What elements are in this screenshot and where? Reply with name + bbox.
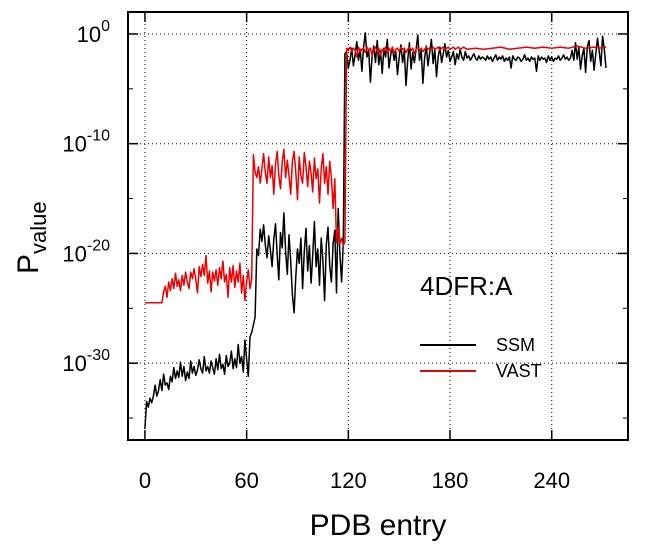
legend-label-vast: VAST bbox=[496, 361, 542, 381]
grid-lines bbox=[128, 12, 628, 440]
legend-label-ssm: SSM bbox=[496, 335, 535, 355]
x-tick-label: 240 bbox=[533, 468, 570, 493]
series-line-ssm bbox=[144, 32, 607, 430]
y-tick-label: 10-30 bbox=[62, 347, 110, 376]
y-axis-title: Pvalue bbox=[12, 201, 51, 274]
series-line-vast bbox=[144, 45, 607, 304]
axes: 0 60 120 180 240 100 10-10 10-20 10-30 PDB entry P… bbox=[12, 11, 629, 542]
y-tick-label: 10-10 bbox=[62, 128, 110, 157]
x-tick-label: 60 bbox=[234, 468, 258, 493]
x-tick-label: 0 bbox=[139, 468, 151, 493]
y-tick-label: 10-20 bbox=[62, 237, 110, 266]
x-tick-label: 180 bbox=[432, 468, 469, 493]
structure-label: 4DFR:A bbox=[420, 271, 513, 301]
series-lines bbox=[144, 32, 607, 430]
y-tick-label: 100 bbox=[77, 18, 110, 47]
x-tick-label: 120 bbox=[330, 468, 367, 493]
x-axis-title: PDB entry bbox=[310, 509, 447, 542]
plot-frame bbox=[127, 11, 629, 441]
annotations: 4DFR:A SSM VAST bbox=[420, 271, 542, 381]
